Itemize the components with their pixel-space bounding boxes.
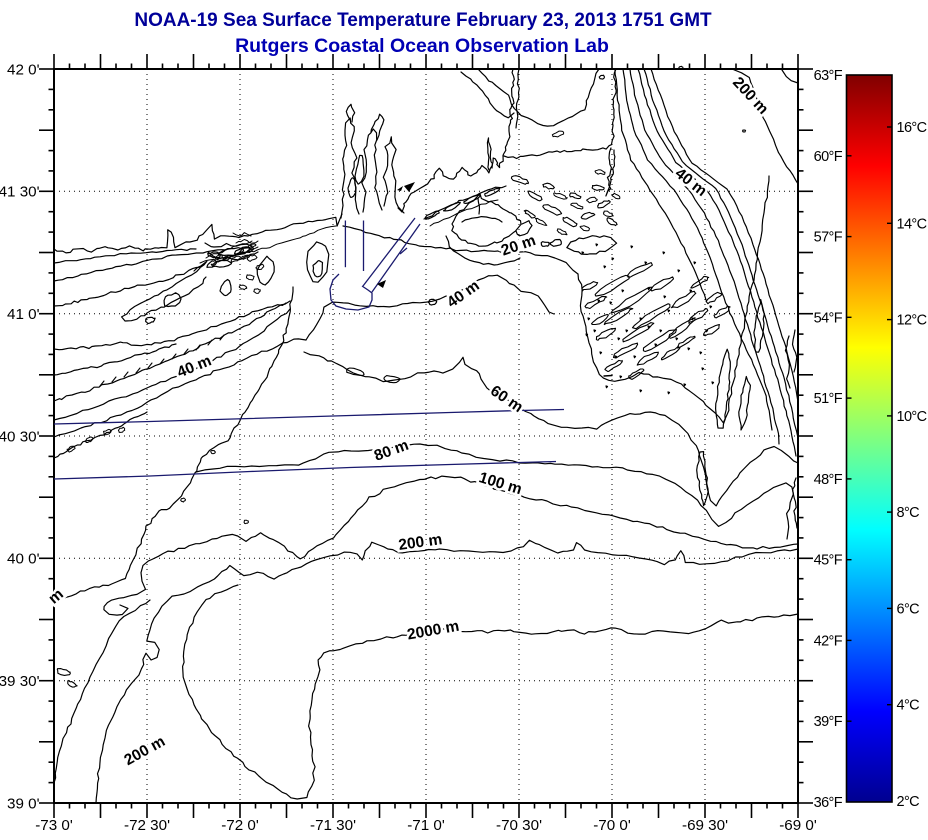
svg-text:Rutgers Coastal Ocean Observat: Rutgers Coastal Ocean Observation Lab <box>235 35 609 57</box>
svg-text:41 30': 41 30' <box>0 184 40 201</box>
svg-text:-73 0': -73 0' <box>35 817 73 834</box>
svg-text:54°F: 54°F <box>814 310 843 326</box>
svg-text:48°F: 48°F <box>814 472 843 488</box>
svg-text:16°C: 16°C <box>897 120 927 136</box>
svg-text:14°C: 14°C <box>897 216 927 232</box>
svg-text:-72 0': -72 0' <box>221 817 259 834</box>
svg-text:12°C: 12°C <box>897 313 927 329</box>
svg-text:200 m: 200 m <box>397 531 443 554</box>
svg-text:63°F: 63°F <box>814 68 843 84</box>
svg-text:8°C: 8°C <box>897 505 920 521</box>
svg-text:40 30': 40 30' <box>0 428 40 445</box>
svg-text:-71 30': -71 30' <box>310 817 356 834</box>
svg-text:42°F: 42°F <box>814 633 843 649</box>
svg-text:-72 30': -72 30' <box>124 817 170 834</box>
svg-text:45°F: 45°F <box>814 553 843 569</box>
svg-text:42 0': 42 0' <box>7 61 40 78</box>
svg-text:-70 30': -70 30' <box>496 817 542 834</box>
svg-text:-69 30': -69 30' <box>682 817 728 834</box>
svg-text:40 0': 40 0' <box>7 551 40 568</box>
svg-text:39°F: 39°F <box>814 714 843 730</box>
svg-text:51°F: 51°F <box>814 391 843 407</box>
svg-text:36°F: 36°F <box>814 795 843 811</box>
svg-text:-71 0': -71 0' <box>407 817 445 834</box>
svg-text:39 0': 39 0' <box>7 795 40 812</box>
svg-text:4°C: 4°C <box>897 698 920 714</box>
svg-text:41 0': 41 0' <box>7 306 40 323</box>
svg-text:10°C: 10°C <box>897 409 927 425</box>
svg-text:-70 0': -70 0' <box>593 817 631 834</box>
svg-text:60°F: 60°F <box>814 149 843 165</box>
svg-text:2°C: 2°C <box>897 794 920 810</box>
svg-text:57°F: 57°F <box>814 230 843 246</box>
svg-text:6°C: 6°C <box>897 601 920 617</box>
svg-text:39 30': 39 30' <box>0 673 40 690</box>
svg-text:-69 0': -69 0' <box>779 817 817 834</box>
svg-text:NOAA-19 Sea Surface Temperatur: NOAA-19 Sea Surface Temperature February… <box>134 10 712 31</box>
